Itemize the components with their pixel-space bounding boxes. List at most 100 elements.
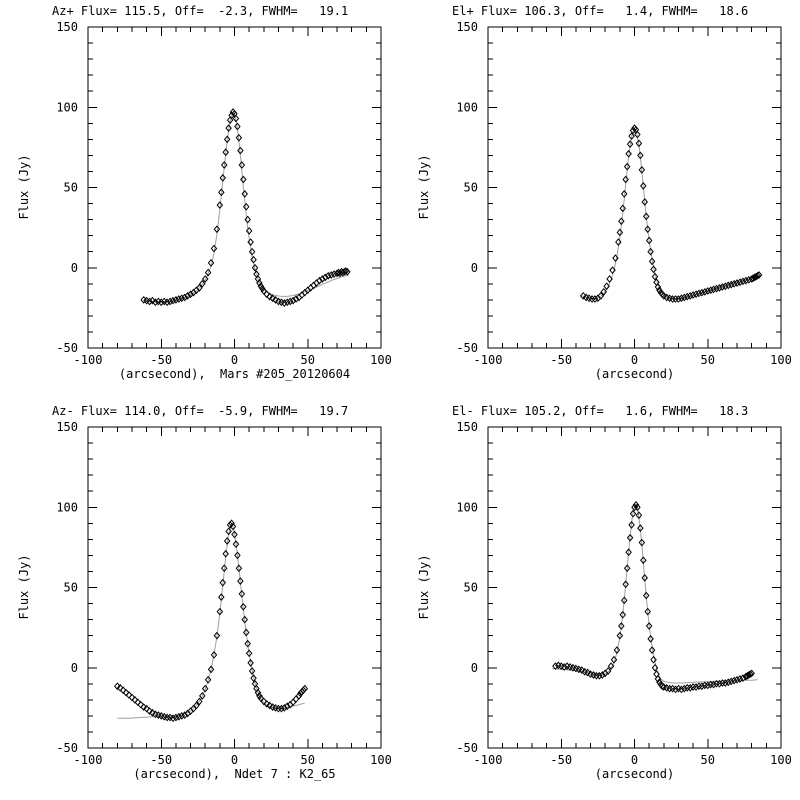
data-point-marker [237, 146, 244, 155]
data-point-marker [146, 297, 153, 306]
data-point-marker [131, 695, 139, 704]
data-point-marker [175, 295, 183, 303]
data-point-marker [222, 148, 229, 157]
data-point-marker [240, 175, 247, 184]
data-point-marker [615, 238, 622, 246]
data-point-marker [178, 712, 186, 720]
data-point-marker [607, 662, 615, 671]
data-point-marker [235, 564, 243, 573]
data-point-marker [675, 295, 682, 303]
data-point-marker [283, 702, 291, 711]
data-point-marker [634, 130, 641, 139]
data-point-marker [327, 271, 335, 279]
data-point-marker [235, 133, 243, 142]
data-point-marker [220, 161, 228, 169]
data-point-marker [281, 703, 288, 712]
data-point-marker [707, 286, 714, 295]
data-point-marker [637, 151, 644, 160]
data-point-marker [128, 693, 136, 702]
data-point-marker [283, 298, 291, 307]
data-point-marker [163, 298, 171, 307]
data-point-marker [739, 277, 747, 286]
data-point-marker [254, 688, 262, 697]
axes [87, 426, 382, 749]
data-point-marker [116, 683, 124, 692]
axis-box [487, 426, 782, 749]
data-point-marker [250, 255, 257, 264]
y-tick-label: 50 [464, 581, 478, 595]
y-tick-label: 0 [71, 661, 78, 675]
y-tick-label: 50 [64, 181, 78, 195]
data-point-marker [181, 293, 188, 302]
x-tick-label: 100 [770, 753, 792, 767]
data-point-marker [603, 282, 610, 291]
data-point-marker [204, 675, 212, 684]
data-point-marker [698, 682, 706, 691]
data-point-marker [635, 511, 643, 520]
data-point-marker [722, 679, 729, 687]
data-point-marker [181, 711, 188, 719]
data-point-marker [256, 279, 263, 287]
panel-title-el-plus: El+ Flux= 106.3, Off= 1.4, FWHM= 18.6 [452, 4, 749, 18]
x-axis-label-el-minus: (arcsecond) [594, 767, 675, 781]
x-tick-label: 50 [301, 353, 315, 367]
data-point-marker [281, 299, 288, 307]
data-point-marker [218, 593, 225, 602]
data-point-marker [213, 631, 221, 640]
data-point-marker [619, 204, 627, 213]
data-point-marker [695, 289, 703, 298]
gaussian-fit-line [143, 112, 349, 303]
axes [487, 426, 782, 749]
data-point-marker [219, 173, 227, 182]
data-point-marker [733, 675, 741, 684]
data-point-marker [648, 257, 656, 266]
data-point-marker [742, 672, 750, 681]
x-tick-label: -50 [150, 753, 172, 767]
data-point-marker [754, 271, 761, 280]
data-point-marker [725, 281, 732, 290]
data-point-marker [319, 275, 326, 283]
data-point-marker [247, 659, 254, 667]
data-point-marker [742, 276, 750, 285]
data-point-marker [626, 533, 634, 542]
y-axis-label-el-plus: Flux (Jy) [417, 154, 431, 220]
data-point-marker [234, 551, 241, 560]
data-point-marker [199, 691, 206, 700]
x-tick-label: -50 [550, 353, 572, 367]
data-point-marker [604, 667, 612, 675]
data-point-marker [719, 283, 726, 291]
data-point-marker [616, 631, 624, 640]
y-tick-label: -50 [456, 341, 478, 355]
x-tick-label: 0 [231, 353, 238, 367]
data-point-marker [234, 122, 241, 131]
data-point-marker [210, 244, 218, 253]
gaussian-fit-line [552, 503, 758, 684]
data-point-marker [216, 201, 224, 210]
data-point-marker [620, 596, 628, 605]
y-tick-label: -50 [456, 741, 478, 755]
data-point-marker [642, 212, 650, 221]
data-point-marker [250, 674, 257, 683]
data-point-marker [678, 685, 685, 694]
data-point-marker [157, 298, 165, 307]
y-tick-label: -50 [56, 741, 78, 755]
data-point-marker [248, 247, 256, 256]
data-point-marker [149, 296, 156, 305]
data-point-marker [251, 263, 259, 272]
scan-data-markers [552, 500, 755, 694]
panel-az-minus: -100 -50 0 50 100 -50 0 50 100 150 Az- Flux= 114.… [0, 400, 400, 800]
data-point-marker [651, 272, 659, 281]
data-point-marker [269, 294, 276, 303]
data-point-marker [625, 548, 632, 557]
data-point-marker [686, 683, 694, 692]
panel-title-el-minus: El- Flux= 105.2, Off= 1.6, FWHM= 18.3 [452, 404, 749, 418]
data-point-marker [241, 615, 249, 624]
panel-el-minus: -100 -50 0 50 100 -50 0 50 100 150 El- Flux= 105.… [400, 400, 800, 800]
data-point-marker [701, 287, 709, 296]
data-point-marker [166, 297, 174, 306]
data-point-marker [213, 225, 221, 234]
data-point-marker [640, 182, 647, 190]
